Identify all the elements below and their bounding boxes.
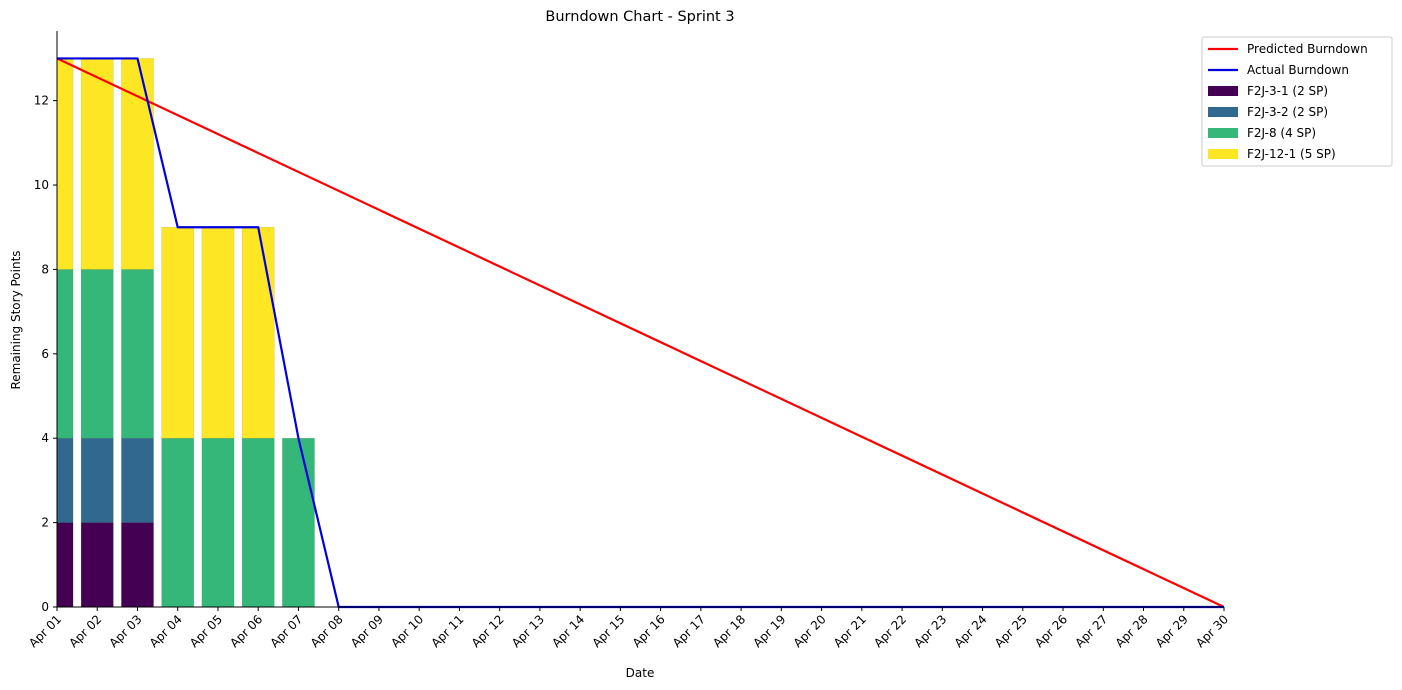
x-tick-label: Apr 19 [750,612,788,650]
x-tick-label: Apr 02 [66,612,104,650]
x-tick-label: Apr 12 [469,612,507,650]
x-tick-label: Apr 25 [992,612,1030,650]
x-tick-label: Apr 20 [791,612,829,650]
x-tick-label: Apr 26 [1032,612,1070,650]
y-tick-label: 10 [34,178,49,192]
x-tick-label: Apr 11 [428,612,466,650]
legend-frame [1201,36,1393,167]
y-tick-label: 12 [34,94,49,108]
x-tick-label: Apr 04 [147,612,185,650]
legend-label: F2J-8 (4 SP) [1247,126,1316,140]
x-axis-title: Date [626,666,655,680]
bar-4-apr-05 [201,226,235,439]
bar-4-apr-06 [241,226,275,439]
bar-2-apr-03 [121,437,154,523]
bars-layer [57,58,315,608]
legend-label: F2J-3-1 (2 SP) [1247,84,1328,98]
x-tick-label: Apr 23 [911,612,949,650]
bar-3-apr-05 [201,437,235,608]
lines-layer [57,57,1224,609]
y-tick-label: 6 [41,347,49,361]
x-tick-label: Apr 13 [509,612,547,650]
bar-1-apr-03 [121,522,154,608]
bar-4-apr-02 [80,58,114,270]
bar-3-apr-03 [121,269,154,439]
x-tick-label: Apr 01 [26,612,64,650]
legend-swatch-patch [1208,149,1238,159]
x-tick-label: Apr 05 [187,612,225,650]
x-tick-label: Apr 29 [1153,612,1191,650]
chart-title: Burndown Chart - Sprint 3 [545,9,734,25]
y-tick-label: 8 [41,262,49,276]
y-tick-labels: 0 2 4 6 8 10 12 [34,94,49,614]
x-tick-label: Apr 07 [267,612,305,650]
x-tick-label: Apr 15 [589,612,627,650]
bar-2-apr-02 [80,437,114,523]
legend: Predicted Burndown Actual Burndown F2J-3-1… [1201,36,1393,167]
x-tick-label: Apr 22 [871,612,909,650]
axes-layer [53,31,1225,611]
y-tick-label: 4 [41,431,49,445]
bar-1-apr-02 [80,522,114,608]
bar-4-apr-04 [161,226,195,439]
x-tick-label: Apr 09 [348,612,386,650]
legend-label: F2J-12-1 (5 SP) [1247,147,1336,161]
bar-3-apr-02 [80,269,114,439]
legend-label: F2J-3-2 (2 SP) [1247,105,1328,119]
legend-label: Actual Burndown [1247,63,1349,77]
legend-swatch-patch [1208,128,1238,138]
bar-3-apr-07 [282,437,315,608]
x-tick-label: Apr 14 [549,612,587,650]
x-tick-label: Apr 18 [710,612,748,650]
x-tick-label: Apr 03 [107,612,145,650]
bar-4-apr-03 [121,58,154,270]
x-tick-label: Apr 27 [1072,612,1110,650]
x-tick-labels: Apr 01 Apr 02 Apr 03 Apr 04 Apr 05 Apr 06 Apr … [26,612,1231,650]
x-tick-label: Apr 28 [1113,612,1151,650]
legend-swatch-patch [1208,86,1238,96]
x-tick-label: Apr 30 [1193,612,1231,650]
bar-3-apr-04 [161,437,195,608]
line-series-2 [57,57,1224,609]
legend-label: Predicted Burndown [1247,42,1368,56]
bar-3-apr-06 [241,437,275,608]
legend-swatch-patch [1208,107,1238,117]
x-tick-label: Apr 08 [308,612,346,650]
x-tick-label: Apr 10 [388,612,426,650]
y-tick-label: 0 [41,600,49,614]
x-tick-label: Apr 24 [952,612,990,650]
x-tick-label: Apr 06 [227,612,265,650]
line-series-1 [57,57,1224,608]
y-axis-title: Remaining Story Points [9,250,23,389]
y-tick-label: 2 [41,516,49,530]
x-tick-label: Apr 21 [831,612,869,650]
x-tick-label: Apr 17 [670,612,708,650]
x-tick-label: Apr 16 [630,612,668,650]
